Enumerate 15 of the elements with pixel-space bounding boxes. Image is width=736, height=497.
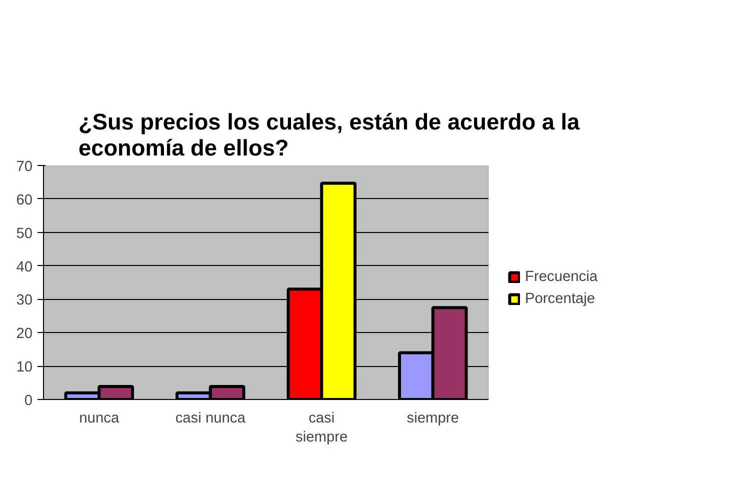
x-tick-label: casi siempre — [296, 410, 348, 446]
y-tick-label: 40 — [16, 259, 33, 276]
y-tick-label: 50 — [16, 226, 33, 242]
legend-label: Frecuencia — [525, 269, 598, 285]
y-tick-label: 20 — [16, 326, 33, 342]
chart-title: ¿Sus precios los cuales, están de acuerdo a la economía de ellos? — [78, 108, 580, 160]
y-tick-label: 30 — [16, 292, 33, 309]
x-tick-label: nunca — [79, 410, 120, 426]
y-tick-label: 70 — [16, 159, 33, 175]
y-tick-label: 0 — [24, 393, 33, 409]
legend-label: Porcentaje — [525, 291, 596, 307]
x-tick-label: siempre — [406, 410, 459, 426]
y-tick-label: 10 — [16, 360, 33, 376]
x-tick-label: casi nunca — [175, 410, 246, 426]
y-tick-label: 60 — [16, 192, 33, 208]
